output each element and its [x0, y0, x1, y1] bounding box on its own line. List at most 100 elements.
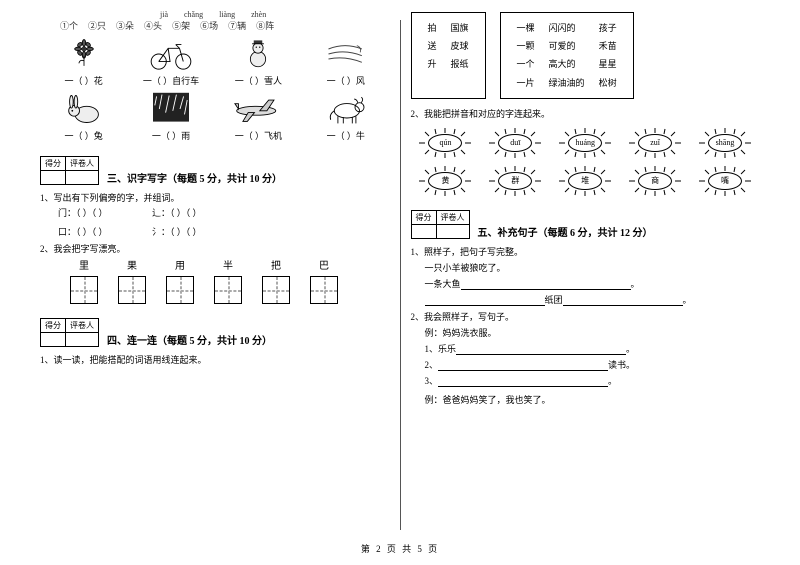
- example-3: 例：爸爸妈妈笑了，我也笑了。: [425, 393, 761, 406]
- cell-rabbit: 一（ ）兔: [49, 91, 119, 142]
- score-label: 得分: [41, 319, 66, 333]
- rabbit-icon: [59, 91, 109, 127]
- wb-cell: 国旗: [445, 20, 475, 36]
- sunburst: 黄: [419, 166, 471, 196]
- word-box-2: 一棵闪闪的孩子 一颗可爱的禾苗 一个高大的星星 一片绿油油的松树: [500, 12, 634, 99]
- blank: [438, 361, 608, 371]
- char: 半: [223, 257, 233, 272]
- pinyin: jià: [160, 10, 168, 19]
- example-2: 例：妈妈洗衣服。: [425, 326, 761, 339]
- radical-b: 辶：（ ）（ ）: [152, 208, 202, 218]
- pinyin-sun-row: qún duī huáng zuǐ shāng: [411, 128, 761, 158]
- page: jià chǎng liàng zhèn ①个 ②只 ③朵 ④头 ⑤架 ⑥场 ⑦…: [0, 0, 800, 540]
- section-4-head: 得分评卷人 四、连一连（每题 5 分，共计 10 分）: [40, 318, 390, 347]
- q3-1: 1、写出有下列偏旁的字，并组词。: [40, 191, 390, 204]
- page-footer: 第 2 页 共 5 页: [0, 542, 800, 555]
- cow-icon: [321, 91, 371, 127]
- score-label: 评卷人: [66, 157, 99, 171]
- measure-word-row: ①个 ②只 ③朵 ④头 ⑤架 ⑥场 ⑦辆 ⑧阵: [40, 19, 390, 32]
- tianzige: [310, 276, 338, 304]
- pinyin: liàng: [219, 10, 235, 19]
- q5-1: 1、照样子，把句子写完整。: [411, 245, 761, 258]
- image-row-1: 一（ ）花 一（ ）自行车 一（ ）雪人 一（ ）风: [40, 36, 390, 87]
- wb-cell: 升: [422, 56, 443, 72]
- char-col: 里: [70, 257, 98, 304]
- section-4-title: 四、连一连（每题 5 分，共计 10 分）: [107, 332, 272, 347]
- char-col: 巴: [310, 257, 338, 304]
- right-column: 拍国旗 送皮球 升报纸 一棵闪闪的孩子 一颗可爱的禾苗 一个高大的星星 一片绿油…: [401, 10, 771, 540]
- q5-2: 2、我会照样子，写句子。: [411, 310, 761, 323]
- tianzige: [70, 276, 98, 304]
- q5-1b: 一条大鱼。: [425, 277, 761, 290]
- mw: ⑤架: [172, 19, 190, 32]
- radical-a: 口：（ ）（ ）: [58, 227, 108, 237]
- wb-cell: 皮球: [445, 38, 475, 54]
- cell-bike: 一（ ）自行车: [136, 36, 206, 87]
- wb-cell: 一片: [511, 75, 541, 91]
- word-box-1: 拍国旗 送皮球 升报纸: [411, 12, 486, 99]
- score-box: 得分评卷人: [40, 156, 99, 185]
- tianzige: [214, 276, 242, 304]
- wb-cell: 送: [422, 38, 443, 54]
- wb-cell: 一棵: [511, 20, 541, 36]
- tianzige: [118, 276, 146, 304]
- radical-a: 门：（ ）（ ）: [58, 208, 108, 218]
- cell-rain: 一（ ）雨: [136, 91, 206, 142]
- hanzi-sun-row: 黄 群 堆 商 嘴: [411, 166, 761, 196]
- char-col: 把: [262, 257, 290, 304]
- wb-cell: 一个: [511, 56, 541, 72]
- mw: ⑧阵: [256, 19, 274, 32]
- line3-text: 3、: [425, 376, 439, 386]
- section-3-head: 得分评卷人 三、识字写字（每题 5 分，共计 10 分）: [40, 156, 390, 185]
- plane-icon: [233, 91, 283, 127]
- char-col: 用: [166, 257, 194, 304]
- mw: ④头: [144, 19, 162, 32]
- q3-2: 2、我会把字写漂亮。: [40, 242, 390, 255]
- wb-cell: 绿油油的: [543, 75, 591, 91]
- pinyin: zhèn: [251, 10, 266, 19]
- wb1-table: 拍国旗 送皮球 升报纸: [420, 18, 477, 75]
- cell-flower: 一（ ）花: [49, 36, 119, 87]
- blank: [438, 377, 608, 387]
- score-label: 评卷人: [436, 210, 469, 224]
- wb-cell: 高大的: [543, 56, 591, 72]
- score-box: 得分评卷人: [411, 210, 470, 239]
- blank: [425, 296, 545, 306]
- caption: 一（ ）花: [65, 74, 103, 87]
- mw: ②只: [88, 19, 106, 32]
- caption: 一（ ）风: [327, 74, 365, 87]
- wb-cell: 可爱的: [543, 38, 591, 54]
- score-box: 得分评卷人: [40, 318, 99, 347]
- flower-icon: [59, 36, 109, 72]
- cell-snowman: 一（ ）雪人: [223, 36, 293, 87]
- char: 里: [79, 257, 89, 272]
- line-1: 1、乐乐。: [425, 342, 761, 355]
- line-2: 2、 读书。: [425, 358, 761, 371]
- section-5-title: 五、补充句子（每题 6 分，共计 12 分）: [478, 224, 653, 239]
- char: 用: [175, 257, 185, 272]
- sunburst: duī: [489, 128, 541, 158]
- sunburst: 商: [629, 166, 681, 196]
- cell-wind: 一（ ）风: [311, 36, 381, 87]
- wind-icon: [321, 36, 371, 72]
- wb2-table: 一棵闪闪的孩子 一颗可爱的禾苗 一个高大的星星 一片绿油油的松树: [509, 18, 625, 93]
- mw: ⑦辆: [228, 19, 246, 32]
- line1-text: 1、乐乐: [425, 344, 457, 354]
- wb-cell: 报纸: [445, 56, 475, 72]
- sunburst: huáng: [559, 128, 611, 158]
- line2-text: 2、: [425, 360, 439, 370]
- caption: 一（ ）飞机: [235, 129, 282, 142]
- q5-1c-text: 纸团: [545, 295, 563, 305]
- cell-cow: 一（ ）牛: [311, 91, 381, 142]
- tianzige: [262, 276, 290, 304]
- wb-cell: 孩子: [593, 20, 623, 36]
- sunburst: shāng: [699, 128, 751, 158]
- char: 果: [127, 257, 137, 272]
- pinyin: chǎng: [184, 10, 203, 19]
- char-col: 果: [118, 257, 146, 304]
- radical-line: 门：（ ）（ ） 辶：（ ）（ ）: [58, 206, 390, 219]
- section-5-head: 得分评卷人 五、补充句子（每题 6 分，共计 12 分）: [411, 210, 761, 239]
- line2-tail: 读书。: [608, 360, 635, 370]
- caption: 一（ ）雪人: [235, 74, 282, 87]
- q5-1b-text: 一条大鱼: [425, 279, 461, 289]
